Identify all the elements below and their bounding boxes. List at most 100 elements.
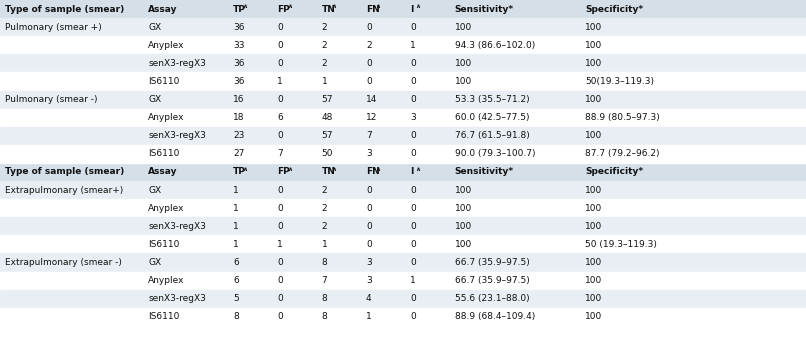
Text: senX3-regX3: senX3-regX3 [148,222,206,231]
Text: senX3-regX3: senX3-regX3 [148,294,206,303]
Text: 1: 1 [277,240,283,249]
Text: 50(19.3–119.3): 50(19.3–119.3) [585,77,654,86]
Text: 76.7 (61.5–91.8): 76.7 (61.5–91.8) [455,131,530,140]
Text: 100: 100 [585,312,602,321]
Text: Type of sample (smear): Type of sample (smear) [5,168,124,176]
Text: 0: 0 [410,204,416,213]
Text: 0: 0 [277,41,283,50]
Text: TN: TN [322,4,335,13]
Text: 7: 7 [277,149,283,158]
Text: 4: 4 [366,294,372,303]
Text: 1: 1 [322,77,327,86]
Text: 3: 3 [366,276,372,285]
Text: TP: TP [233,4,246,13]
Text: 3: 3 [410,113,416,122]
Text: FN: FN [366,168,380,176]
Text: 0: 0 [366,23,372,32]
Text: 0: 0 [366,59,372,68]
Text: 94.3 (86.6–102.0): 94.3 (86.6–102.0) [455,41,535,50]
Text: 0: 0 [410,294,416,303]
Text: 0: 0 [277,204,283,213]
Text: 100: 100 [455,23,472,32]
Text: 2: 2 [322,204,327,213]
Text: ∧: ∧ [331,4,336,9]
Bar [0,308,806,326]
Text: 36: 36 [233,77,244,86]
Bar [0,36,806,54]
Text: 36: 36 [233,59,244,68]
Bar [0,54,806,73]
Text: 12: 12 [366,113,377,122]
Text: 23: 23 [233,131,244,140]
Text: 100: 100 [585,23,602,32]
Text: 55.6 (23.1–88.0): 55.6 (23.1–88.0) [455,294,530,303]
Text: ∧: ∧ [331,167,336,172]
Text: TN: TN [322,168,335,176]
Text: 100: 100 [585,258,602,267]
Text: 48: 48 [322,113,333,122]
Bar [0,290,806,308]
Bar [0,199,806,217]
Text: 100: 100 [585,204,602,213]
Text: 0: 0 [277,131,283,140]
Text: 0: 0 [277,312,283,321]
Text: 0: 0 [366,204,372,213]
Text: 60.0 (42.5–77.5): 60.0 (42.5–77.5) [455,113,529,122]
Text: 0: 0 [277,186,283,195]
Text: 0: 0 [366,186,372,195]
Text: 2: 2 [322,41,327,50]
Text: 0: 0 [410,312,416,321]
Text: 0: 0 [277,59,283,68]
Text: FN: FN [366,4,380,13]
Text: 0: 0 [277,95,283,104]
Text: ∧: ∧ [415,167,420,172]
Text: 0: 0 [410,77,416,86]
Text: IS6110: IS6110 [148,240,180,249]
Text: 100: 100 [455,240,472,249]
Bar [0,127,806,145]
Text: 50 (19.3–119.3): 50 (19.3–119.3) [585,240,657,249]
Text: 100: 100 [585,276,602,285]
Text: senX3-regX3: senX3-regX3 [148,59,206,68]
Text: Anyplex: Anyplex [148,204,185,213]
Text: ∧: ∧ [415,4,420,9]
Text: 6: 6 [277,113,283,122]
Text: senX3-regX3: senX3-regX3 [148,131,206,140]
Text: 0: 0 [277,258,283,267]
Text: Assay: Assay [148,4,178,13]
Text: GX: GX [148,23,161,32]
Text: 100: 100 [585,131,602,140]
Text: IS6110: IS6110 [148,312,180,321]
Text: 16: 16 [233,95,244,104]
Text: 57: 57 [322,131,333,140]
Text: ∧: ∧ [287,167,292,172]
Text: GX: GX [148,186,161,195]
Text: 0: 0 [410,95,416,104]
Text: 0: 0 [366,240,372,249]
Text: TP: TP [233,168,246,176]
Text: Anyplex: Anyplex [148,41,185,50]
Text: 0: 0 [410,222,416,231]
Text: 0: 0 [410,59,416,68]
Text: 1: 1 [233,222,239,231]
Bar [0,235,806,254]
Text: 50: 50 [322,149,333,158]
Bar [0,18,806,36]
Text: ∧: ∧ [287,4,292,9]
Bar [0,90,806,109]
Text: 2: 2 [366,41,372,50]
Text: GX: GX [148,95,161,104]
Text: 100: 100 [585,222,602,231]
Text: 1: 1 [233,186,239,195]
Text: GX: GX [148,258,161,267]
Text: Sensitivity*: Sensitivity* [455,4,513,13]
Text: 100: 100 [455,186,472,195]
Text: Specificity*: Specificity* [585,4,643,13]
Text: Specificity*: Specificity* [585,168,643,176]
Text: 1: 1 [366,312,372,321]
Text: 0: 0 [277,276,283,285]
Text: 36: 36 [233,23,244,32]
Text: IS6110: IS6110 [148,149,180,158]
Text: 27: 27 [233,149,244,158]
Text: Sensitivity*: Sensitivity* [455,168,513,176]
